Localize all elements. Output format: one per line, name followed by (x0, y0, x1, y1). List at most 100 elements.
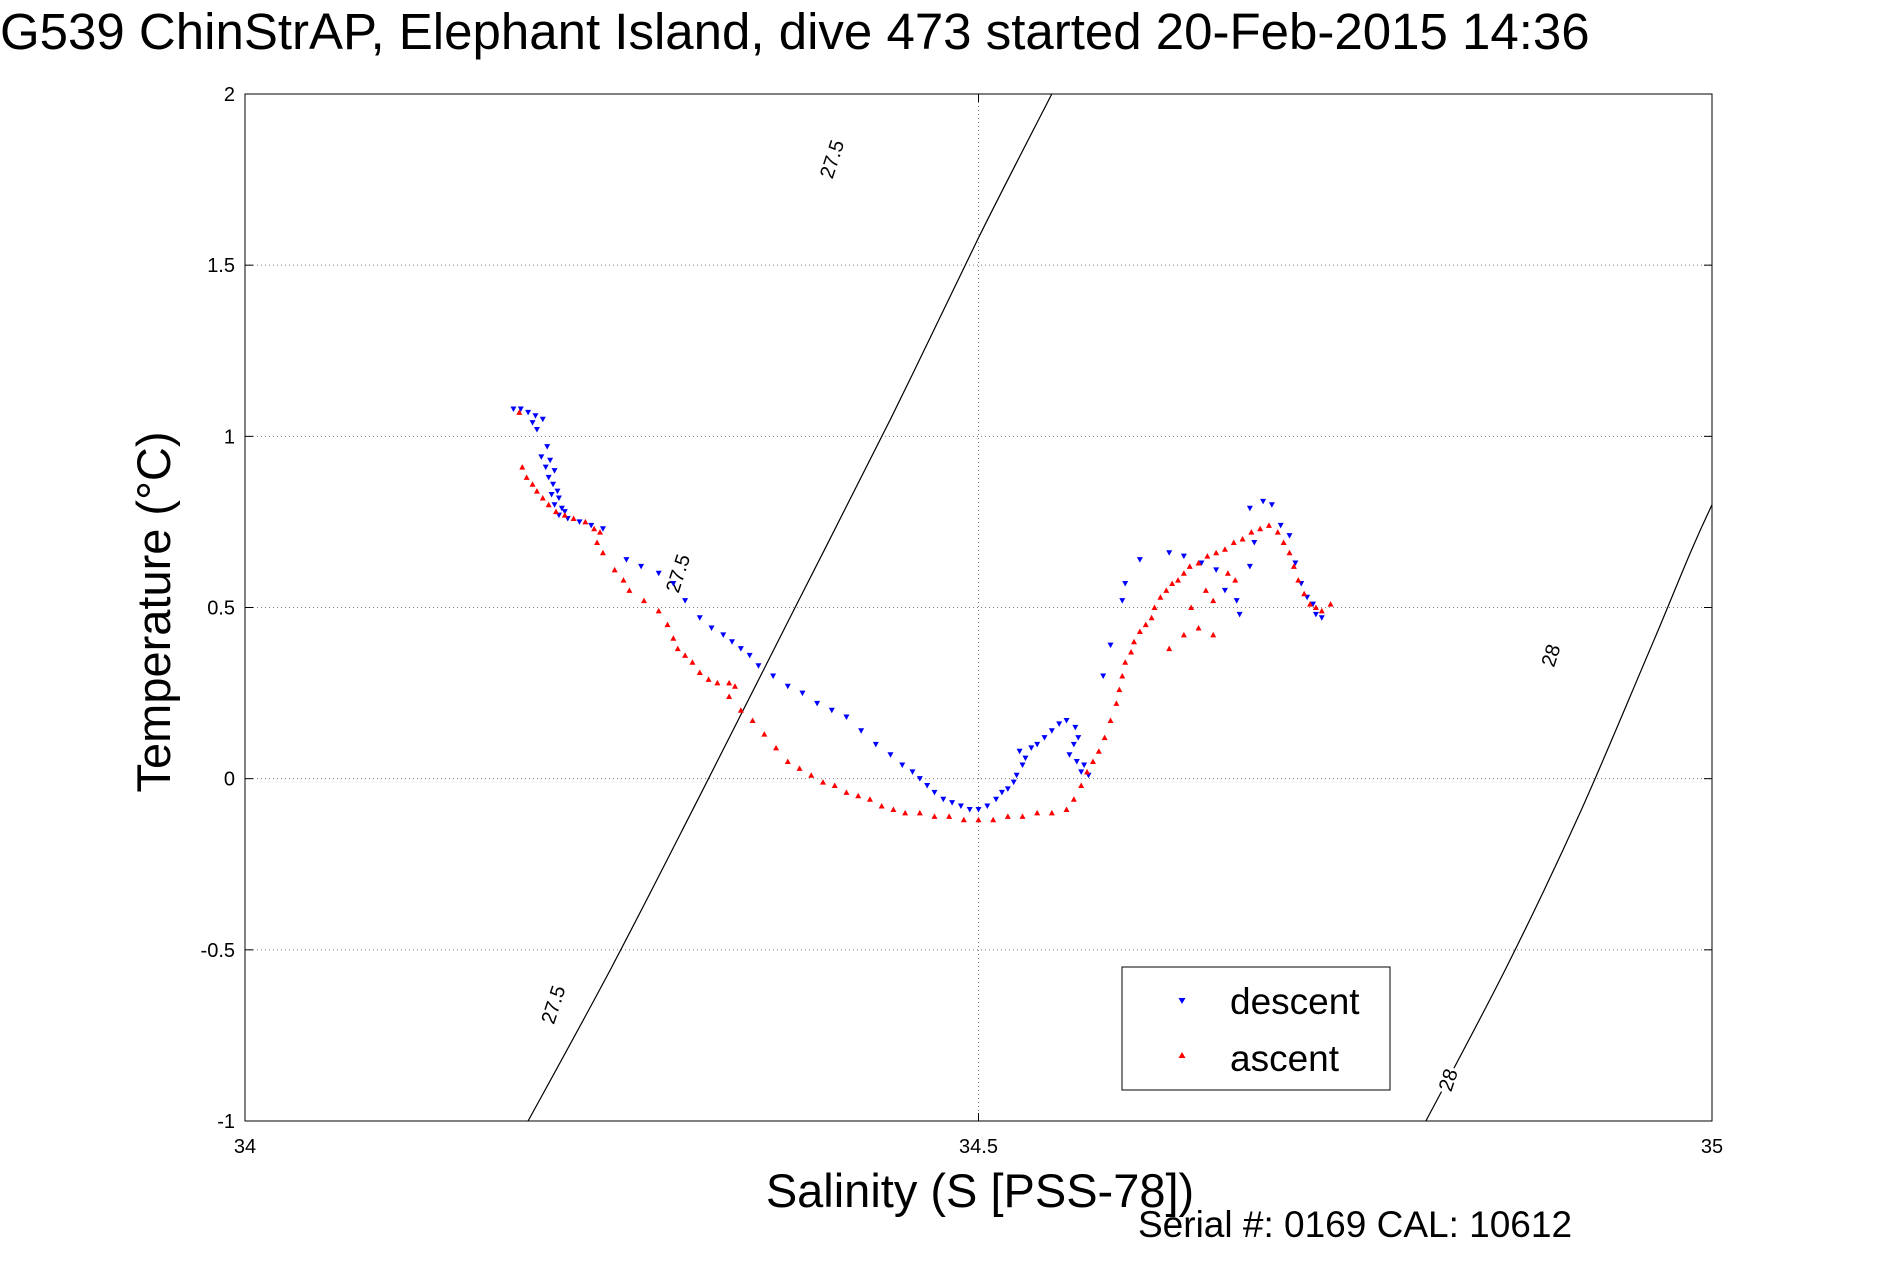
y-axis-label: Temperature (°C) (127, 432, 180, 793)
descent-point (998, 789, 1005, 796)
legend-box (1121, 966, 1391, 1091)
ascent-point (843, 789, 850, 795)
ascent-point (1239, 536, 1246, 542)
descent-point (510, 406, 517, 412)
descent-point (1034, 741, 1041, 748)
descent-point (916, 776, 923, 782)
ascent-point (761, 731, 768, 737)
y-tick-label: -1 (217, 1111, 235, 1133)
grid (245, 94, 1712, 1121)
ascent-point (1101, 734, 1108, 741)
ascent-point (1202, 587, 1209, 593)
descent-point (814, 700, 821, 707)
ascent-point (916, 809, 923, 816)
ascent-point (1169, 580, 1176, 587)
descent-point (720, 632, 727, 638)
ascent-point (641, 597, 648, 604)
descent-point (1312, 611, 1319, 618)
descent-point (1277, 522, 1284, 529)
contour-line-27.5 (527, 94, 1053, 1121)
ascent-point (682, 652, 689, 658)
ascent-point (890, 806, 897, 812)
descent-point (1107, 642, 1114, 649)
descent-point (1318, 615, 1325, 621)
ascent-point (990, 816, 997, 823)
legend-ascent-marker (1178, 1052, 1186, 1058)
ascent-point (1004, 813, 1011, 819)
ascent-point (1157, 594, 1164, 600)
ascent-point (591, 525, 598, 532)
ascent-point (1095, 748, 1102, 754)
ascent-point (1151, 604, 1158, 610)
ascent-point (1175, 577, 1182, 583)
ascent-point (1327, 601, 1334, 607)
x-tick-label: 34 (234, 1136, 256, 1158)
descent-point (670, 581, 677, 587)
ascent-point (1224, 570, 1231, 576)
descent-point (561, 509, 568, 515)
ascent-point (1204, 553, 1211, 559)
ascent-point (731, 683, 738, 689)
descent-point (858, 728, 865, 734)
descent-point (1268, 502, 1275, 508)
ascent-point (855, 792, 862, 799)
ascent-point (749, 717, 756, 723)
descent-point (555, 495, 562, 501)
descent-point (1075, 735, 1082, 741)
ascent-point (561, 512, 568, 518)
ascent-point (931, 813, 938, 819)
descent-point (1041, 735, 1048, 741)
ascent-point (784, 758, 791, 765)
descent-point (872, 741, 879, 748)
descent-point (1066, 752, 1073, 758)
ascent-point (1163, 587, 1170, 593)
ascent-point (674, 645, 681, 652)
ascent-point (1180, 631, 1187, 638)
descent-point (729, 639, 736, 645)
ascent-point (1113, 700, 1120, 706)
descent-point (588, 522, 595, 529)
ascent-point (1089, 758, 1096, 765)
descent-point (1016, 748, 1023, 755)
ascent-point (539, 494, 546, 501)
x-tick-label: 34.5 (959, 1136, 998, 1158)
chart-title: G539 ChinStrAP, Elephant Island, dive 47… (0, 3, 1590, 60)
descent-point (547, 457, 554, 464)
ascent-point (946, 813, 953, 819)
legend: descent ascent (1121, 966, 1391, 1091)
descent-point (655, 570, 662, 577)
y-tick-label: 0.5 (207, 598, 235, 620)
descent-point (1221, 587, 1228, 594)
ascent-point (626, 587, 633, 593)
descent-point (542, 464, 549, 471)
descent-point (1246, 505, 1253, 512)
descent-point (737, 646, 744, 652)
descent-point (931, 789, 938, 796)
ascent-point (545, 501, 552, 508)
data-points (510, 406, 1334, 823)
ascent-point (1119, 672, 1126, 679)
ascent-point (582, 518, 589, 525)
descent-point (1063, 717, 1070, 724)
descent-point (1166, 550, 1173, 556)
ascent-point (1188, 604, 1195, 610)
legend-ascent-label: ascent (1230, 1038, 1340, 1079)
descent-point (1236, 611, 1243, 618)
ascent-point (866, 796, 873, 802)
descent-point (1028, 745, 1035, 751)
descent-point (1056, 721, 1063, 727)
ascent-point (1116, 686, 1123, 693)
ascent-point (664, 621, 671, 628)
descent-point (1292, 560, 1299, 566)
descent-point (1078, 769, 1085, 775)
ascent-point (655, 607, 662, 614)
descent-point (746, 652, 753, 659)
descent-point (1072, 724, 1079, 731)
y-tick-label: 1 (224, 426, 235, 448)
descent-point (784, 683, 791, 690)
descent-point (984, 803, 991, 810)
ascent-point (1148, 614, 1155, 621)
descent-point (576, 519, 583, 525)
descent-point (1180, 553, 1187, 560)
